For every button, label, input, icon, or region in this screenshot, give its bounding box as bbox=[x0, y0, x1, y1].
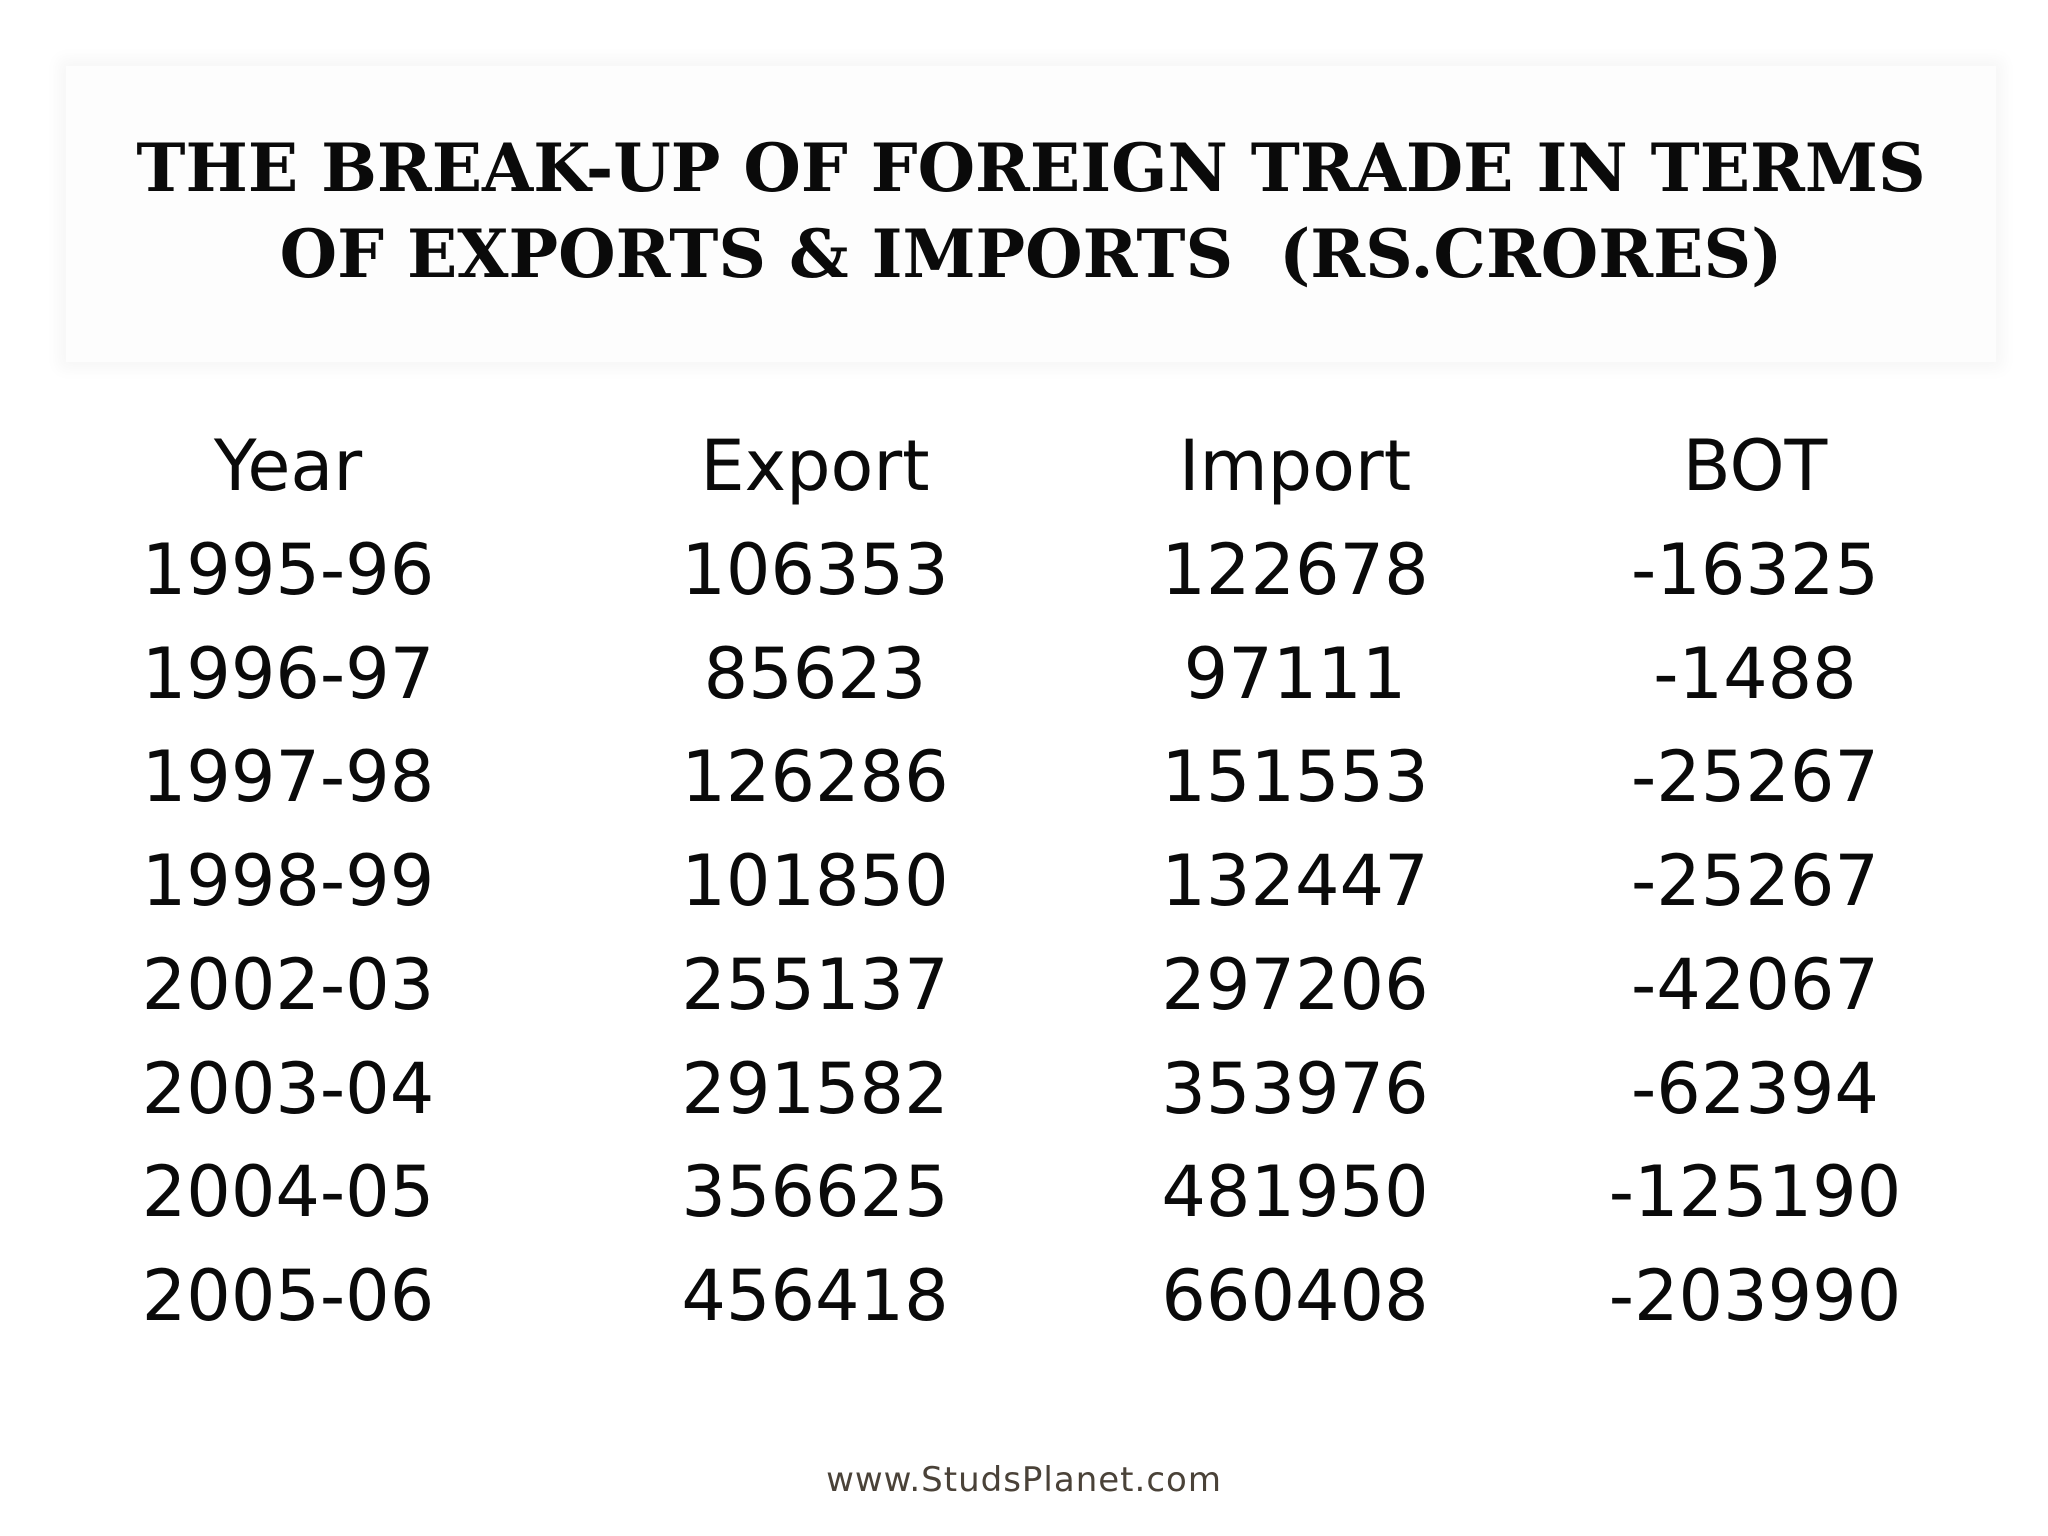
cell-export: 291582 bbox=[681, 1048, 949, 1130]
cell-year: 1995-96 bbox=[141, 529, 435, 611]
header-year: Year bbox=[213, 425, 363, 507]
cell-year: 2003-04 bbox=[141, 1048, 435, 1130]
cell-bot: -203990 bbox=[1608, 1255, 1902, 1337]
cell-export: 456418 bbox=[681, 1255, 949, 1337]
cell-year: 1998-99 bbox=[141, 840, 435, 922]
cell-export: 85623 bbox=[703, 633, 927, 715]
cell-import: 297206 bbox=[1161, 944, 1429, 1026]
cell-bot: -62394 bbox=[1631, 1048, 1879, 1130]
cell-import: 122678 bbox=[1161, 529, 1429, 611]
header-import: Import bbox=[1178, 425, 1412, 507]
cell-bot: -125190 bbox=[1608, 1151, 1902, 1233]
cell-import: 132447 bbox=[1161, 840, 1429, 922]
cell-import: 97111 bbox=[1183, 633, 1407, 715]
cell-export: 126286 bbox=[681, 736, 949, 818]
cell-bot: -1488 bbox=[1653, 633, 1857, 715]
cell-year: 2005-06 bbox=[141, 1255, 435, 1337]
title-box: THE BREAK-UP OF FOREIGN TRADE IN TERMS O… bbox=[66, 66, 1996, 362]
cell-import: 353976 bbox=[1161, 1048, 1429, 1130]
cell-import: 660408 bbox=[1161, 1255, 1429, 1337]
footer-website: www.StudsPlanet.com bbox=[826, 1460, 1222, 1500]
page-title-line-2: OF EXPORTS & IMPORTS (RS.CRORES) bbox=[279, 215, 1783, 293]
cell-year: 2002-03 bbox=[141, 944, 435, 1026]
header-bot: BOT bbox=[1682, 425, 1828, 507]
cell-import: 481950 bbox=[1161, 1151, 1429, 1233]
cell-bot: -42067 bbox=[1631, 944, 1879, 1026]
cell-export: 106353 bbox=[681, 529, 949, 611]
cell-bot: -16325 bbox=[1631, 529, 1879, 611]
cell-bot: -25267 bbox=[1631, 736, 1879, 818]
cell-export: 255137 bbox=[681, 944, 949, 1026]
page-title-line-1: THE BREAK-UP OF FOREIGN TRADE IN TERMS bbox=[136, 129, 1926, 207]
header-export: Export bbox=[700, 425, 930, 507]
cell-year: 1996-97 bbox=[141, 633, 435, 715]
cell-year: 2004-05 bbox=[141, 1151, 435, 1233]
cell-export: 101850 bbox=[681, 840, 949, 922]
cell-import: 151553 bbox=[1161, 736, 1429, 818]
cell-bot: -25267 bbox=[1631, 840, 1879, 922]
cell-export: 356625 bbox=[681, 1151, 949, 1233]
cell-year: 1997-98 bbox=[141, 736, 435, 818]
